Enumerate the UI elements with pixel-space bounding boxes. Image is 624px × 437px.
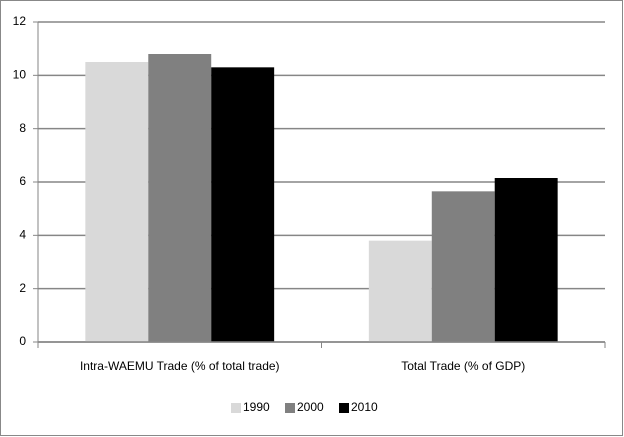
y-tick-label: 12: [13, 14, 27, 28]
x-tick-label: Intra-WAEMU Trade (% of total trade): [80, 359, 280, 373]
legend-label: 1990: [243, 400, 270, 414]
bar: [211, 67, 275, 342]
bar: [148, 54, 212, 342]
y-tick-label: 6: [19, 174, 26, 188]
y-tick-label: 2: [19, 281, 26, 295]
bar: [85, 62, 149, 342]
bar: [494, 178, 558, 342]
x-tick-label: Total Trade (% of GDP): [401, 359, 525, 373]
y-tick-label: 4: [19, 228, 26, 242]
y-tick-label: 10: [13, 68, 27, 82]
legend-label: 2000: [297, 400, 324, 414]
legend-swatch: [339, 403, 349, 413]
legend-swatch: [285, 403, 295, 413]
legend-label: 2010: [351, 400, 378, 414]
y-tick-label: 8: [19, 121, 26, 135]
bar: [368, 240, 432, 342]
bar: [431, 191, 495, 342]
legend-swatch: [231, 403, 241, 413]
y-tick-label: 0: [19, 334, 26, 348]
